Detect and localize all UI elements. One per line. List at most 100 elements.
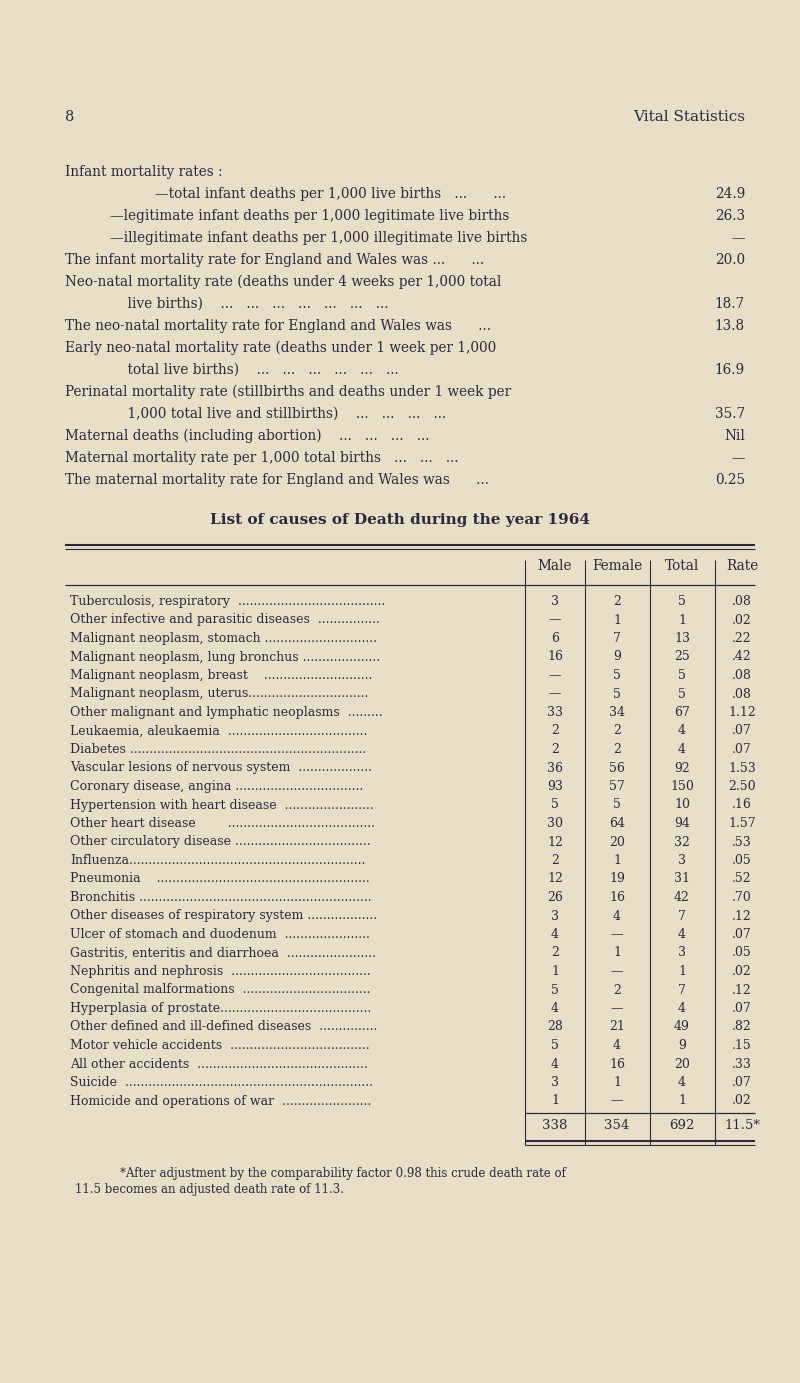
Text: 2: 2	[613, 595, 621, 609]
Text: .02: .02	[732, 614, 752, 626]
Text: Infant mortality rates :: Infant mortality rates :	[65, 165, 222, 178]
Text: total live births)    ...   ...   ...   ...   ...   ...: total live births) ... ... ... ... ... .…	[110, 362, 398, 378]
Text: 4: 4	[613, 1039, 621, 1052]
Text: 16.9: 16.9	[714, 362, 745, 378]
Text: —: —	[610, 1003, 623, 1015]
Text: —illegitimate infant deaths per 1,000 illegitimate live births: —illegitimate infant deaths per 1,000 il…	[110, 231, 527, 245]
Text: 2.50: 2.50	[728, 780, 756, 792]
Text: 5: 5	[678, 687, 686, 701]
Text: 6: 6	[551, 632, 559, 644]
Text: 1: 1	[678, 965, 686, 978]
Text: 1.53: 1.53	[728, 762, 756, 774]
Text: 18.7: 18.7	[715, 297, 745, 311]
Text: Perinatal mortality rate (stillbirths and deaths under 1 week per: Perinatal mortality rate (stillbirths an…	[65, 384, 511, 400]
Text: 2: 2	[613, 725, 621, 737]
Text: 8: 8	[65, 111, 74, 124]
Text: 1.57: 1.57	[728, 817, 756, 830]
Text: .02: .02	[732, 965, 752, 978]
Text: 2: 2	[613, 743, 621, 757]
Text: All other accidents  ............................................: All other accidents ....................…	[70, 1058, 368, 1070]
Text: 11.5 becomes an adjusted death rate of 11.3.: 11.5 becomes an adjusted death rate of 1…	[75, 1182, 344, 1196]
Text: 1.12: 1.12	[728, 705, 756, 719]
Text: .08: .08	[732, 595, 752, 609]
Text: 19: 19	[609, 873, 625, 885]
Text: Ulcer of stomach and duodenum  ......................: Ulcer of stomach and duodenum ..........…	[70, 928, 370, 940]
Text: 12: 12	[547, 835, 563, 849]
Text: 30: 30	[547, 817, 563, 830]
Text: 92: 92	[674, 762, 690, 774]
Text: 5: 5	[551, 1039, 559, 1052]
Text: 4: 4	[551, 928, 559, 940]
Text: —: —	[731, 231, 745, 245]
Text: Diabetes .............................................................: Diabetes ...............................…	[70, 743, 366, 757]
Text: Nil: Nil	[724, 429, 745, 443]
Text: —legitimate infant deaths per 1,000 legitimate live births: —legitimate infant deaths per 1,000 legi…	[110, 209, 510, 223]
Text: .16: .16	[732, 798, 752, 812]
Text: 20: 20	[609, 835, 625, 849]
Text: .08: .08	[732, 669, 752, 682]
Text: 33: 33	[547, 705, 563, 719]
Text: Other defined and ill-defined diseases  ...............: Other defined and ill-defined diseases .…	[70, 1021, 378, 1033]
Text: .12: .12	[732, 910, 752, 922]
Text: 150: 150	[670, 780, 694, 792]
Text: 20.0: 20.0	[715, 253, 745, 267]
Text: Malignant neoplasm, breast    ............................: Malignant neoplasm, breast .............…	[70, 669, 372, 682]
Text: *After adjustment by the comparability factor 0.98 this crude death rate of: *After adjustment by the comparability f…	[120, 1167, 566, 1180]
Text: Other infective and parasitic diseases  ................: Other infective and parasitic diseases .…	[70, 614, 380, 626]
Text: 7: 7	[678, 983, 686, 997]
Text: 13.8: 13.8	[715, 319, 745, 333]
Text: 1: 1	[678, 614, 686, 626]
Text: .33: .33	[732, 1058, 752, 1070]
Text: 4: 4	[678, 725, 686, 737]
Text: 1,000 total live and stillbirths)    ...   ...   ...   ...: 1,000 total live and stillbirths) ... ..…	[110, 407, 446, 420]
Text: 35.7: 35.7	[715, 407, 745, 420]
Text: .07: .07	[732, 743, 752, 757]
Text: Maternal deaths (including abortion)    ...   ...   ...   ...: Maternal deaths (including abortion) ...…	[65, 429, 430, 444]
Text: 57: 57	[609, 780, 625, 792]
Text: —: —	[610, 1094, 623, 1108]
Text: 7: 7	[613, 632, 621, 644]
Text: 12: 12	[547, 873, 563, 885]
Text: Vascular lesions of nervous system  ...................: Vascular lesions of nervous system .....…	[70, 762, 372, 774]
Text: .02: .02	[732, 1094, 752, 1108]
Text: Other diseases of respiratory system ..................: Other diseases of respiratory system ...…	[70, 910, 377, 922]
Text: 13: 13	[674, 632, 690, 644]
Text: —: —	[549, 614, 562, 626]
Text: .15: .15	[732, 1039, 752, 1052]
Text: 10: 10	[674, 798, 690, 812]
Text: 31: 31	[674, 873, 690, 885]
Text: 5: 5	[613, 669, 621, 682]
Text: Vital Statistics: Vital Statistics	[633, 111, 745, 124]
Text: 20: 20	[674, 1058, 690, 1070]
Text: 16: 16	[609, 1058, 625, 1070]
Text: 26: 26	[547, 891, 563, 904]
Text: 5: 5	[551, 798, 559, 812]
Text: 5: 5	[613, 687, 621, 701]
Text: Pneumonia    .......................................................: Pneumonia ..............................…	[70, 873, 370, 885]
Text: 692: 692	[670, 1119, 694, 1133]
Text: 4: 4	[551, 1003, 559, 1015]
Text: .07: .07	[732, 928, 752, 940]
Text: 3: 3	[551, 595, 559, 609]
Text: .82: .82	[732, 1021, 752, 1033]
Text: Gastritis, enteritis and diarrhoea  .......................: Gastritis, enteritis and diarrhoea .....…	[70, 946, 376, 960]
Text: Congenital malformations  .................................: Congenital malformations ...............…	[70, 983, 370, 997]
Text: 16: 16	[547, 650, 563, 664]
Text: .12: .12	[732, 983, 752, 997]
Text: .05: .05	[732, 853, 752, 867]
Text: 34: 34	[609, 705, 625, 719]
Text: 4: 4	[678, 1076, 686, 1088]
Text: Neo-natal mortality rate (deaths under 4 weeks per 1,000 total: Neo-natal mortality rate (deaths under 4…	[65, 275, 502, 289]
Text: 5: 5	[551, 983, 559, 997]
Text: —: —	[610, 928, 623, 940]
Text: 9: 9	[613, 650, 621, 664]
Text: The neo-natal mortality rate for England and Wales was      ...: The neo-natal mortality rate for England…	[65, 319, 491, 333]
Text: Bronchitis ............................................................: Bronchitis .............................…	[70, 891, 372, 904]
Text: Malignant neoplasm, uterus...............................: Malignant neoplasm, uterus..............…	[70, 687, 368, 701]
Text: Suicide  ................................................................: Suicide ................................…	[70, 1076, 373, 1088]
Text: 354: 354	[604, 1119, 630, 1133]
Text: 5: 5	[678, 595, 686, 609]
Text: Hypertension with heart disease  .......................: Hypertension with heart disease ........…	[70, 798, 374, 812]
Text: 2: 2	[551, 743, 559, 757]
Text: —: —	[549, 669, 562, 682]
